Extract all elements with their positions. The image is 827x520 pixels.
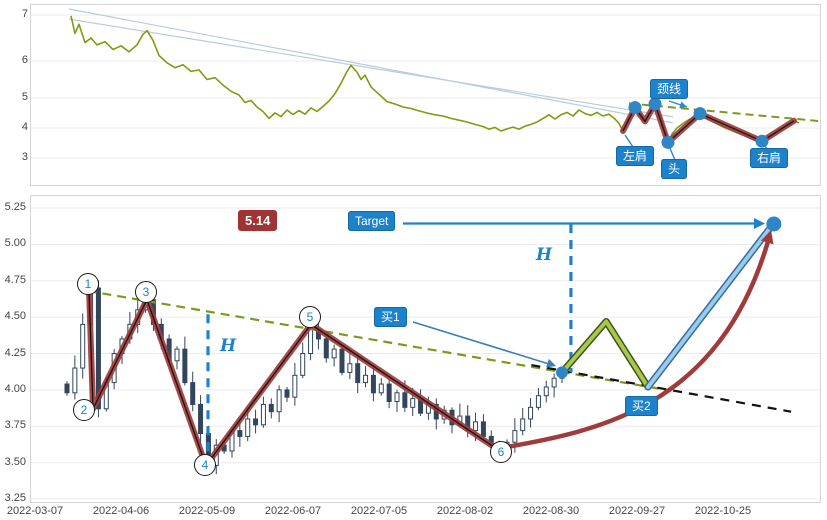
x-tick-label: 2022-03-07 xyxy=(6,505,64,517)
buy2-badge[interactable]: 买2 xyxy=(625,396,658,416)
bottom-y-tick-label: 3.50 xyxy=(4,455,26,468)
bottom-y-tick-label: 4.50 xyxy=(4,310,26,323)
top-y-tick-label: 5 xyxy=(21,91,28,103)
buy1-pointer xyxy=(412,321,550,365)
pivot-dot[interactable] xyxy=(628,101,642,115)
top-y-tick-label: 6 xyxy=(21,54,28,66)
x-tick-label: 2022-08-02 xyxy=(436,505,494,517)
head-annotation[interactable]: 头 xyxy=(661,159,688,179)
pivot-dot[interactable] xyxy=(755,134,769,148)
wave-point-5[interactable]: 5 xyxy=(299,306,321,328)
channel-line xyxy=(68,18,674,118)
wave-point-4[interactable]: 4 xyxy=(194,454,216,476)
pivot-dot[interactable] xyxy=(661,135,675,149)
x-tick-label: 2022-07-05 xyxy=(350,505,408,517)
wave-point-3[interactable]: 3 xyxy=(135,281,157,303)
support-dashed[interactable] xyxy=(531,364,792,413)
bottom-y-tick-label: 4.25 xyxy=(4,346,26,359)
buy1-dot[interactable] xyxy=(555,366,568,379)
x-tick-label: 2022-08-30 xyxy=(522,505,580,517)
bottom-y-tick-label: 3.75 xyxy=(4,419,26,432)
trendline-dashed[interactable] xyxy=(87,289,667,391)
x-tick-label: 2022-06-07 xyxy=(264,505,322,517)
x-tick-label: 2022-04-06 xyxy=(92,505,150,517)
forecast-green-outline xyxy=(558,318,652,391)
wave-point-1[interactable]: 1 xyxy=(77,273,99,295)
buy1-badge[interactable]: 买1 xyxy=(374,307,407,327)
wave-point-6[interactable]: 6 xyxy=(490,441,512,463)
top-price-panel[interactable] xyxy=(30,4,821,186)
top-y-tick-label: 4 xyxy=(21,121,28,133)
neckline-annotation[interactable]: 颈线 xyxy=(650,79,689,99)
target-dot[interactable] xyxy=(766,216,782,232)
top-y-tick-label: 3 xyxy=(21,151,28,163)
bottom-chart-canvas[interactable] xyxy=(31,196,820,502)
price-target-badge[interactable]: 5.14 xyxy=(238,210,278,231)
left-shoulder-annotation[interactable]: 左肩 xyxy=(616,146,655,166)
bottom-y-tick-label: 3.25 xyxy=(4,492,26,504)
x-tick-label: 2022-05-09 xyxy=(178,505,236,517)
bottom-y-tick-label: 5.25 xyxy=(4,201,26,213)
right-shoulder-annotation[interactable]: 右肩 xyxy=(750,148,789,168)
pivot-dot[interactable] xyxy=(648,97,662,111)
annotation-pointer xyxy=(668,145,676,161)
x-tick-label: 2022-10-25 xyxy=(694,505,752,517)
bottom-y-tick-label: 5.00 xyxy=(4,237,26,250)
height-label-upper[interactable]: H xyxy=(536,245,553,265)
bottom-y-tick-label: 4.00 xyxy=(4,382,26,395)
wave-zigzag-centerline xyxy=(88,287,503,467)
forecast-green-zigzag[interactable] xyxy=(560,319,650,389)
top-chart-canvas[interactable] xyxy=(31,5,820,185)
wave-point-2[interactable]: 2 xyxy=(73,399,95,421)
pivot-dot[interactable] xyxy=(693,107,707,121)
forecast-blue-line[interactable] xyxy=(646,225,773,389)
top-y-tick-label: 7 xyxy=(21,8,28,20)
target-badge[interactable]: Target xyxy=(348,211,396,231)
height-label-lower[interactable]: H xyxy=(220,336,237,356)
bottom-candle-panel[interactable] xyxy=(30,195,821,503)
bottom-y-tick-label: 4.75 xyxy=(4,273,26,286)
neckline-dashed[interactable] xyxy=(628,102,820,123)
channel-line xyxy=(68,8,674,124)
projection-curve-arrow[interactable] xyxy=(500,237,772,451)
x-tick-label: 2022-09-27 xyxy=(608,505,666,517)
annotation-pointer xyxy=(624,134,634,148)
